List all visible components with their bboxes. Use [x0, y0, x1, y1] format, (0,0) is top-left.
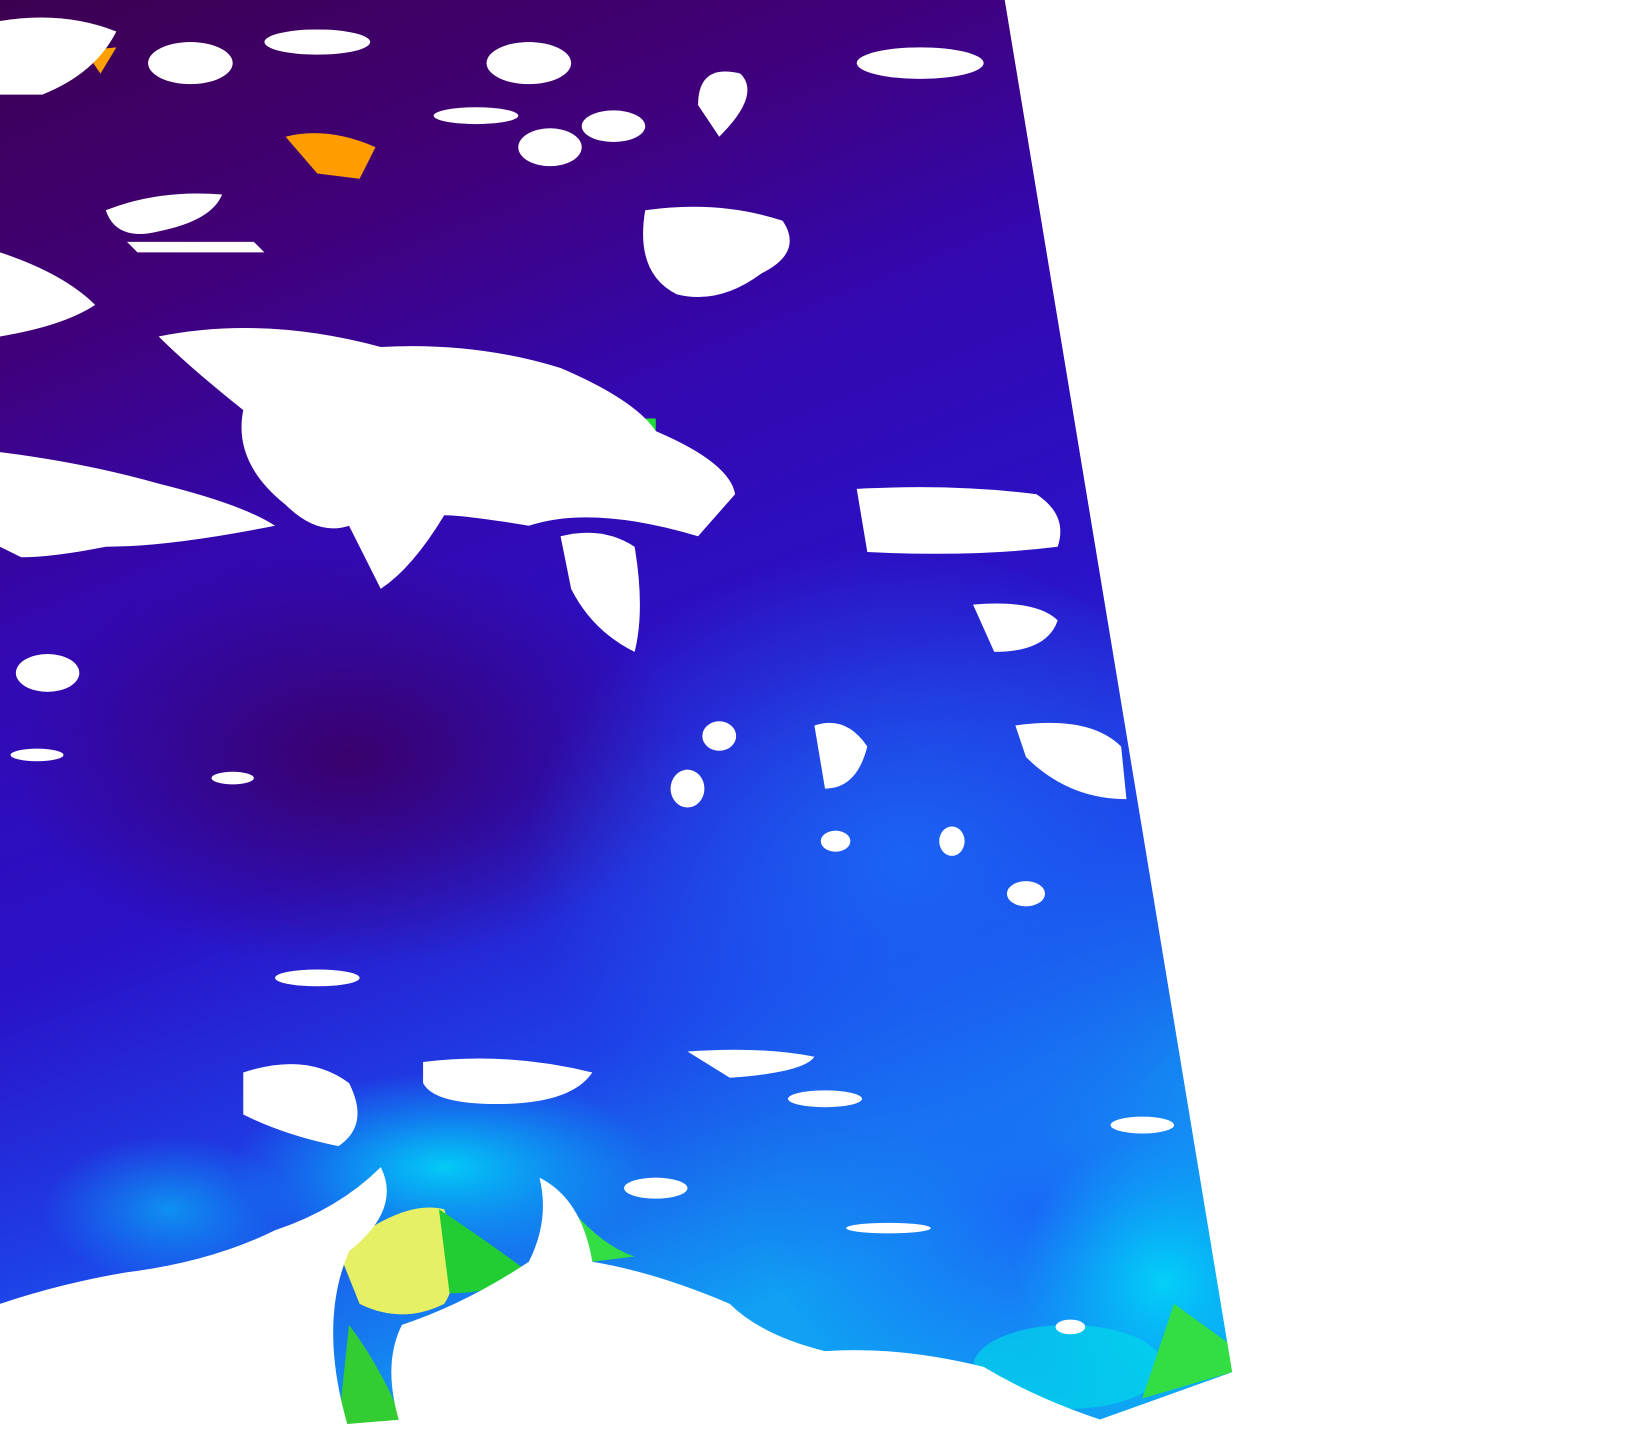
ocean-data — [0, 0, 1233, 1420]
